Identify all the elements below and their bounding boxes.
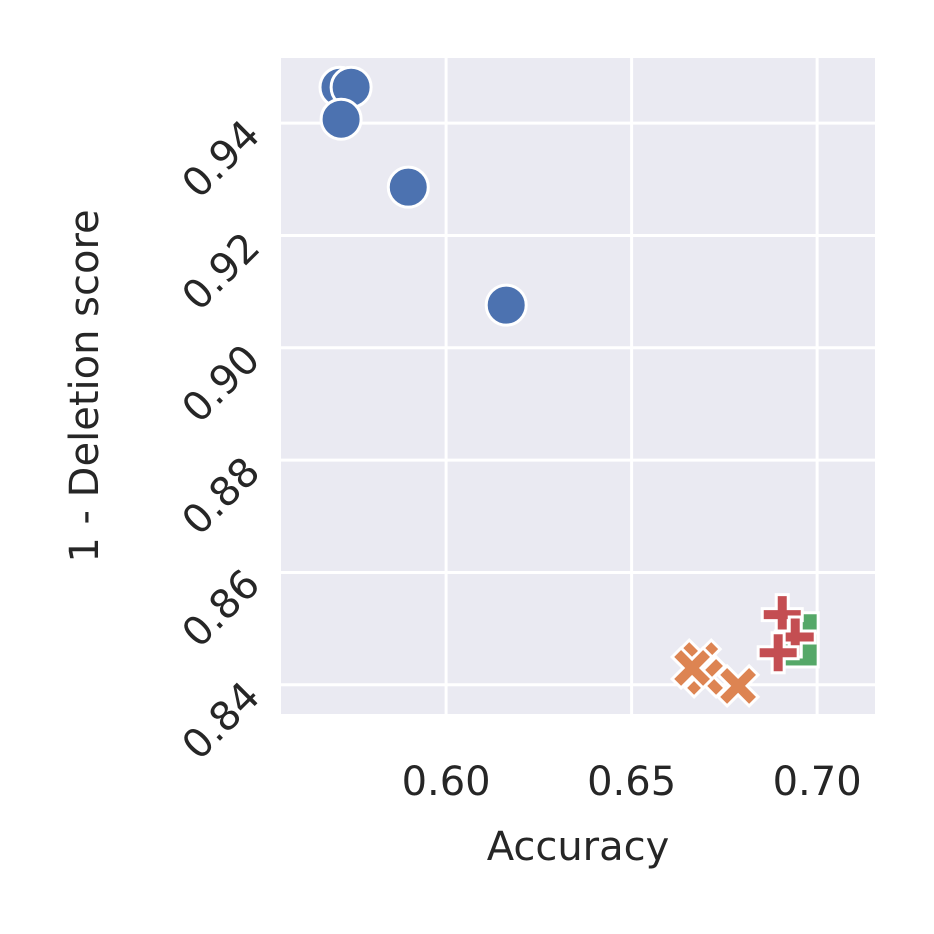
point bbox=[756, 631, 800, 675]
point bbox=[669, 645, 715, 691]
y-tick-label: 0.86 bbox=[174, 561, 270, 657]
point bbox=[386, 165, 430, 209]
point bbox=[773, 615, 817, 659]
y-tick-label: 0.90 bbox=[174, 336, 270, 432]
x-tick-label: 0.60 bbox=[402, 759, 491, 805]
point bbox=[319, 97, 363, 141]
x-axis-label: Accuracy bbox=[487, 824, 670, 870]
x-tick-label: 0.70 bbox=[773, 759, 862, 805]
point bbox=[484, 283, 528, 327]
y-axis-label: 1 - Deletion score bbox=[62, 209, 108, 562]
y-tick-label: 0.94 bbox=[174, 112, 270, 208]
point bbox=[715, 663, 761, 709]
y-tick-label: 0.92 bbox=[174, 224, 270, 320]
y-tick-label: 0.88 bbox=[174, 449, 270, 545]
x-tick-label: 0.65 bbox=[587, 759, 676, 805]
y-tick-label: 0.84 bbox=[174, 673, 270, 769]
